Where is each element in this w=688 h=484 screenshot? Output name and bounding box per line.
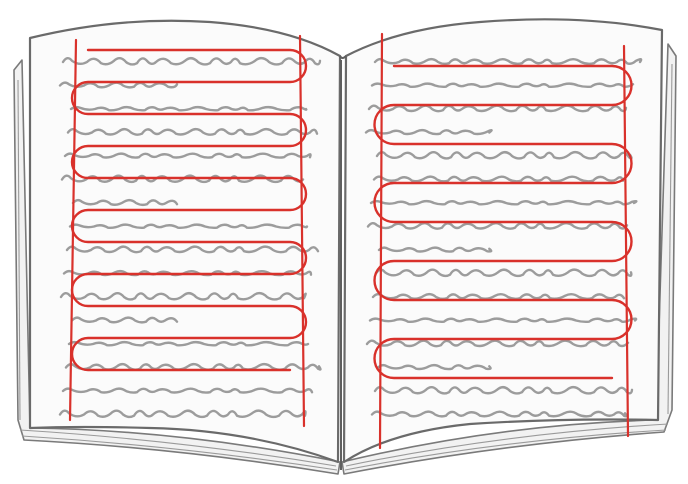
text-scribble-line (58, 81, 179, 89)
text-scribble-line (368, 317, 638, 324)
text-scribble-line (377, 246, 493, 253)
left-page-edge (13, 59, 341, 475)
text-scribble-line (365, 339, 630, 348)
book-spine (339, 55, 347, 470)
text-scribble-line (373, 386, 634, 395)
text-scribble-line (59, 292, 307, 301)
text-scribble-line (376, 363, 492, 371)
text-scribble-line (64, 363, 322, 371)
text-scribble-line (71, 198, 179, 207)
right-page-text-scribbles (364, 57, 643, 418)
text-scribble-line (366, 222, 629, 230)
text-scribble-line (63, 152, 312, 159)
text-scribble-line (70, 316, 179, 324)
text-scribble-line (61, 387, 314, 394)
text-scribble-line (372, 175, 625, 183)
text-scribble-line (58, 409, 307, 419)
text-scribble-line (67, 340, 310, 347)
text-scribble-line (364, 128, 493, 136)
text-scribble-line (61, 57, 322, 66)
text-scribble-line (69, 105, 308, 112)
text-scribble-line (369, 199, 638, 206)
text-scribble-line (370, 410, 628, 418)
left-page-right-margin (298, 34, 306, 428)
text-scribble-line (367, 104, 628, 113)
right-page-right-margin (622, 44, 630, 438)
right-page-left-margin (378, 32, 384, 450)
text-scribble-line (375, 151, 633, 160)
text-scribble-line (373, 57, 643, 66)
text-scribble-line (65, 245, 320, 254)
page-edges (13, 43, 677, 475)
left-page-text-scribbles (58, 57, 322, 419)
right-page-reading-path (373, 64, 633, 380)
text-scribble-line (374, 268, 633, 278)
text-scribble-line (68, 223, 309, 230)
text-scribble-line (370, 82, 635, 89)
left-page-reading-path (70, 48, 308, 372)
text-scribble-line (66, 128, 319, 136)
